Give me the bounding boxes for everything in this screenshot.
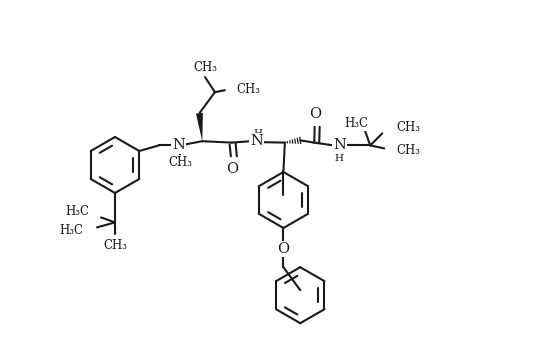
Text: N: N: [250, 134, 263, 148]
Text: CH₃: CH₃: [396, 144, 420, 157]
Text: H: H: [335, 154, 344, 163]
Text: CH₃: CH₃: [103, 239, 127, 252]
Text: O: O: [226, 162, 238, 176]
Text: CH₃: CH₃: [193, 60, 217, 73]
Text: O: O: [310, 107, 322, 121]
Text: CH₃: CH₃: [168, 156, 192, 169]
Text: N: N: [333, 138, 346, 152]
Text: CH₃: CH₃: [396, 121, 420, 134]
Text: H₃C: H₃C: [59, 224, 83, 237]
Text: N: N: [172, 138, 185, 152]
Text: H₃C: H₃C: [65, 205, 89, 218]
Text: O: O: [277, 242, 289, 256]
Text: CH₃: CH₃: [237, 83, 261, 96]
Text: H: H: [254, 129, 262, 138]
Polygon shape: [196, 113, 203, 141]
Text: H₃C: H₃C: [344, 117, 369, 130]
